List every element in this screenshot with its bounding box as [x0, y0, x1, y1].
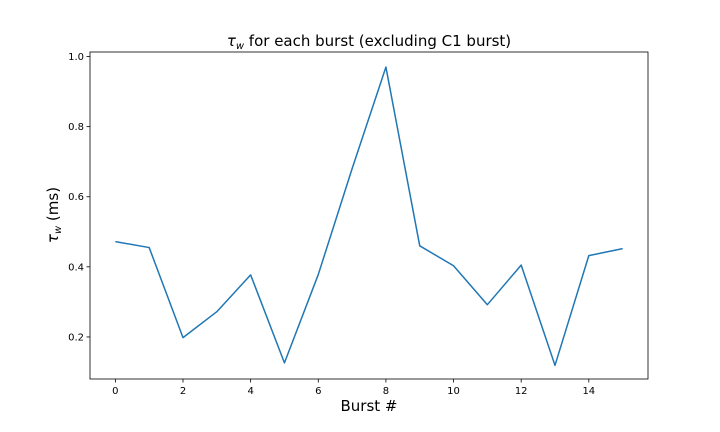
- plot-frame: [89, 51, 649, 380]
- x-tick-label: 10: [447, 386, 460, 397]
- plot-background: [90, 52, 648, 379]
- x-tick-label: 2: [180, 386, 186, 397]
- series-line: [115, 66, 623, 367]
- chart-title: τw for each burst (excluding C1 burst): [227, 32, 511, 52]
- x-tick-label: 12: [515, 386, 528, 397]
- x-tick-label: 8: [383, 386, 389, 397]
- y-axis-label: τw (ms): [44, 187, 64, 243]
- y-axis-label-symbol: τ: [44, 233, 62, 243]
- x-tick-label: 0: [112, 386, 118, 397]
- x-axis-ticks: 0 2 4 6 8 10 12 14: [112, 379, 595, 397]
- y-tick-label: 0.6: [68, 192, 84, 203]
- x-tick-label: 6: [315, 386, 321, 397]
- x-tick-label: 14: [582, 386, 595, 397]
- y-axis-label-subscript: w: [53, 225, 64, 234]
- x-axis-label: Burst #: [341, 397, 398, 415]
- y-axis-ticks: 0.2 0.4 0.6 0.8 1.0: [68, 52, 90, 343]
- x-tick-label: 4: [247, 386, 253, 397]
- y-tick-label: 0.2: [68, 332, 84, 343]
- y-tick-label: 0.8: [68, 122, 84, 133]
- chart-title-text: for each burst (excluding C1 burst): [244, 32, 511, 50]
- chart-title-subscript: w: [236, 41, 245, 52]
- y-tick-label: 1.0: [68, 52, 84, 63]
- y-axis-label-text: (ms): [44, 187, 62, 226]
- y-tick-label: 0.4: [68, 262, 84, 273]
- chart-title-symbol: τ: [227, 32, 237, 50]
